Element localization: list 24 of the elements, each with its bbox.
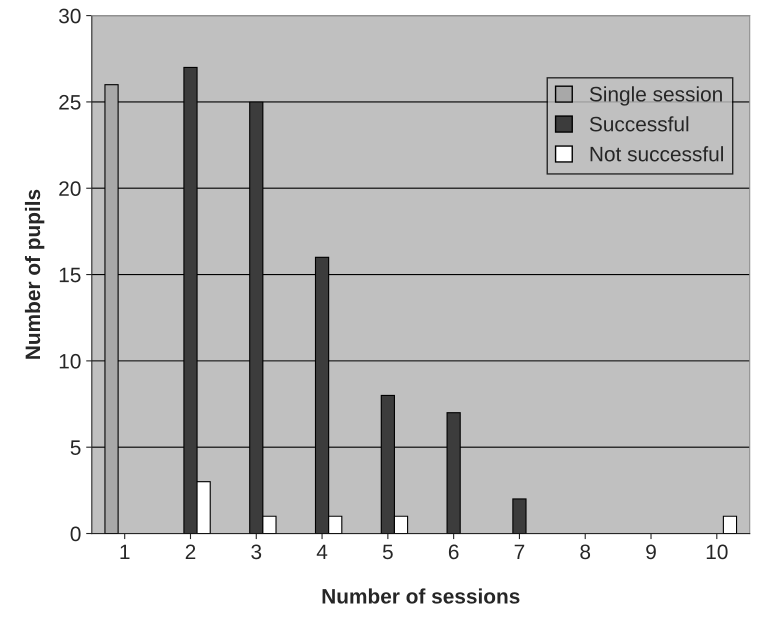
x-tick-label: 7	[514, 544, 524, 560]
x-tick-label: 9	[646, 544, 656, 560]
y-tick-label: 0	[70, 526, 81, 542]
legend-label: Single session	[590, 86, 722, 106]
bar	[512, 498, 527, 534]
x-tick-label: 3	[251, 544, 262, 560]
x-axis-title: Number of sessions	[322, 588, 520, 604]
x-tick-label: 1	[120, 544, 130, 560]
legend-label: Not successful	[590, 146, 723, 162]
x-tick-label: 8	[580, 544, 590, 560]
y-tick-label: 15	[60, 268, 81, 282]
y-tick-label: 25	[59, 94, 81, 110]
y-tick-label: 10	[60, 354, 81, 369]
y-tick-label: 5	[70, 440, 81, 455]
x-tick-label: 6	[448, 544, 459, 560]
bar	[722, 516, 738, 534]
y-axis-title: Number of pupils	[24, 190, 44, 359]
legend-label: Successful	[590, 116, 688, 132]
x-tick-label: 2	[186, 544, 196, 560]
y-tick-label: 30	[59, 8, 81, 24]
x-tick-label: 5	[382, 544, 393, 560]
y-tick-label: 20	[59, 181, 81, 196]
x-tick-label: 4	[316, 544, 328, 560]
x-tick-label: 10	[706, 544, 728, 560]
